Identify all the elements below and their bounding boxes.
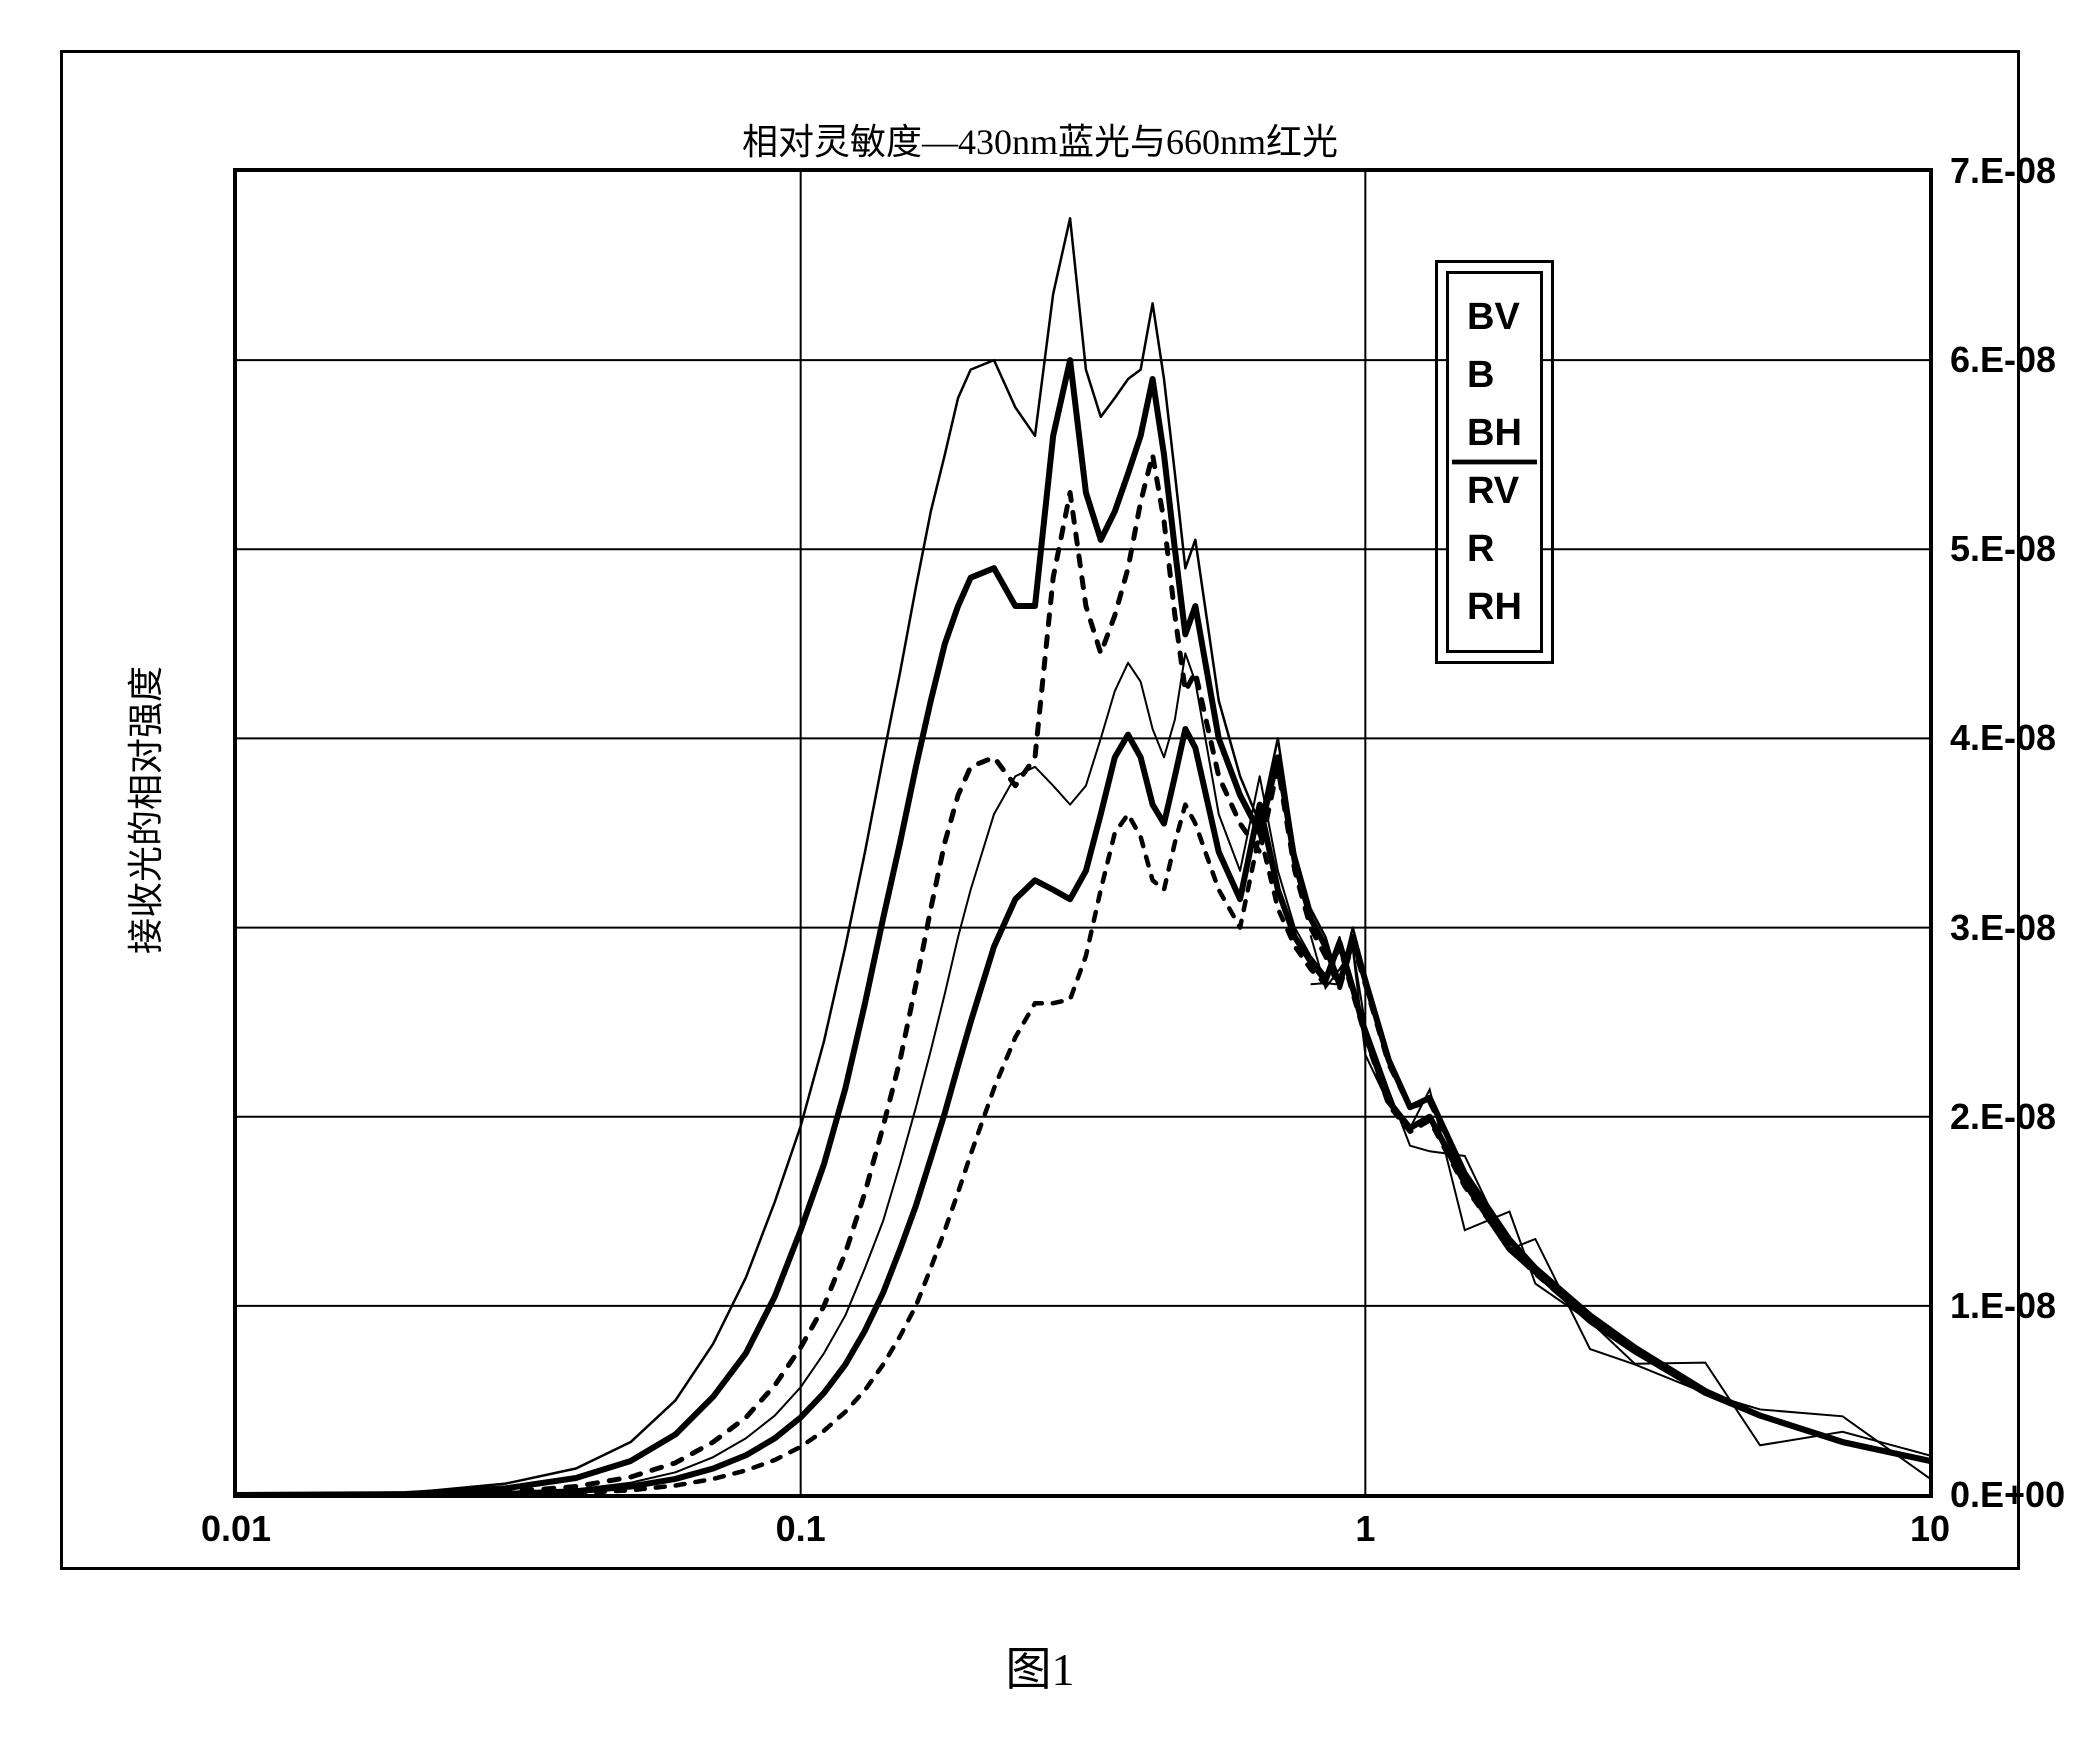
- y-tick-label: 1.E-08: [1950, 1285, 2080, 1327]
- page: 相对灵敏度—430nm蓝光与660nm红光 接收光的相对强度 颗粒平均粒径（μm…: [0, 0, 2080, 1739]
- series-BH: [236, 455, 1930, 1495]
- legend-sample-icon: [1449, 274, 1540, 650]
- y-tick-label: 6.E-08: [1950, 339, 2080, 381]
- legend-item-RH: RH: [1467, 578, 1522, 636]
- y-tick-label: 7.E-08: [1950, 150, 2080, 192]
- series-RV: [236, 653, 1930, 1495]
- chart-title: 相对灵敏度—430nm蓝光与660nm红光: [63, 113, 2017, 165]
- y-tick-label: 3.E-08: [1950, 907, 2080, 949]
- y-tick-label: 5.E-08: [1950, 528, 2080, 570]
- x-tick-label: 10: [1910, 1508, 1950, 1550]
- y-tick-label: 2.E-08: [1950, 1096, 2080, 1138]
- figure-caption: 图1: [0, 1633, 2080, 1699]
- plot-area: BVBBHRVRRH 0.010.11100.E+001.E-082.E-083…: [233, 168, 1933, 1498]
- y-tick-label: 0.E+00: [1950, 1474, 2080, 1516]
- plot-svg: [236, 171, 1930, 1495]
- y-axis-label: 接收光的相对强度: [117, 666, 169, 954]
- x-tick-label: 0.01: [201, 1508, 271, 1550]
- x-tick-label: 0.1: [776, 1508, 826, 1550]
- x-tick-label: 1: [1355, 1508, 1375, 1550]
- chart-outer-frame: 相对灵敏度—430nm蓝光与660nm红光 接收光的相对强度 颗粒平均粒径（μm…: [60, 50, 2020, 1570]
- series-RH: [236, 805, 1930, 1495]
- series-BV: [236, 218, 1930, 1495]
- legend: BVBBHRVRRH: [1446, 271, 1543, 653]
- y-tick-label: 4.E-08: [1950, 717, 2080, 759]
